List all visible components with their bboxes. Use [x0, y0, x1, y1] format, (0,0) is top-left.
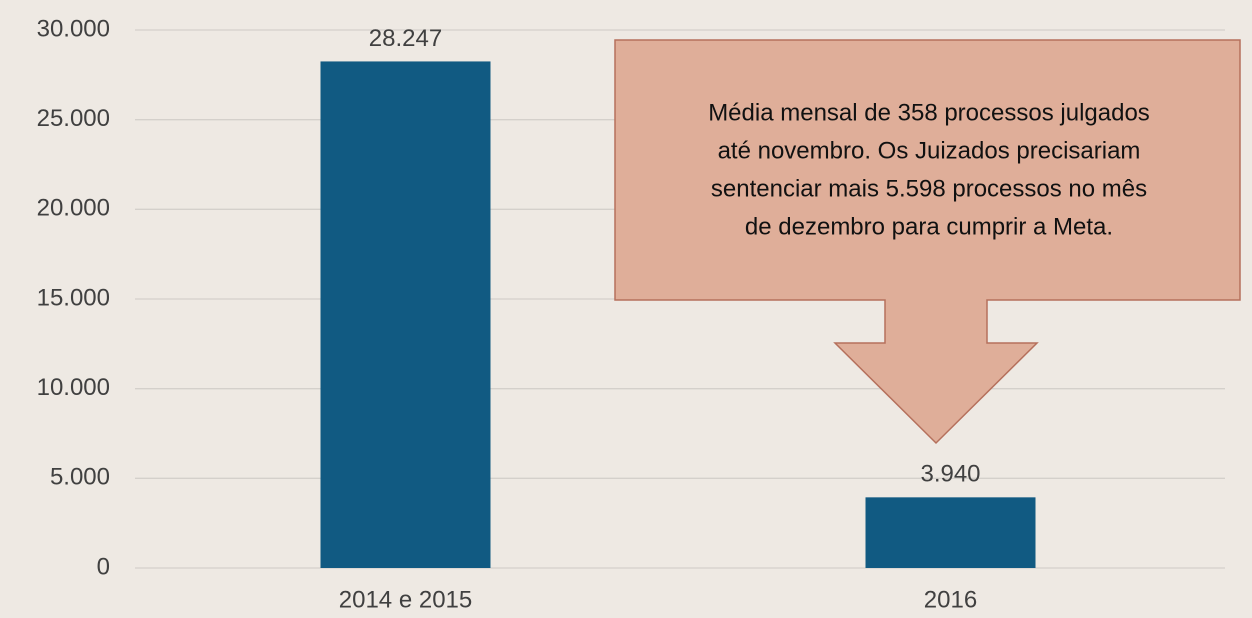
bar — [865, 497, 1036, 568]
bar — [320, 61, 491, 568]
annotation-line: Média mensal de 358 processos julgados — [708, 99, 1150, 126]
annotation: Média mensal de 358 processos julgados at… — [708, 99, 1150, 240]
x-tick-label: 2014 e 2015 — [339, 586, 472, 613]
y-tick-label: 5.000 — [50, 464, 110, 491]
annotation-line: sentenciar mais 5.598 processos no mês — [711, 175, 1147, 202]
x-tick-label: 2016 — [924, 586, 977, 613]
y-tick-label: 25.000 — [37, 105, 110, 132]
data-label: 3.940 — [920, 461, 980, 488]
bars — [320, 61, 1036, 568]
y-tick-label: 10.000 — [37, 374, 110, 401]
annotation-line: de dezembro para cumprir a Meta. — [745, 213, 1113, 240]
y-tick-label: 0 — [97, 553, 110, 580]
data-label: 28.247 — [369, 25, 442, 52]
y-tick-label: 15.000 — [37, 284, 110, 311]
y-tick-label: 20.000 — [37, 195, 110, 222]
annotation-line: até novembro. Os Juizados precisariam — [718, 137, 1141, 164]
callout — [614, 39, 1241, 445]
y-tick-label: 30.000 — [37, 15, 110, 42]
